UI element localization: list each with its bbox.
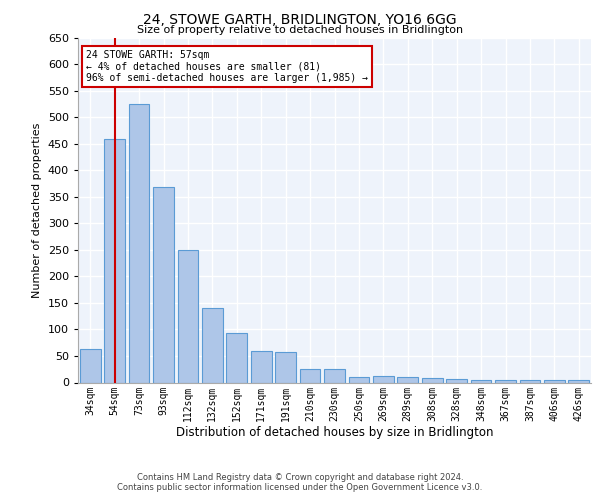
Bar (544, 380, 565, 382)
Bar (495, 380, 516, 382)
Bar (275, 352, 296, 382)
Text: 24 STOWE GARTH: 57sqm
← 4% of detached houses are smaller (81)
96% of semi-detac: 24 STOWE GARTH: 57sqm ← 4% of detached h… (86, 50, 368, 83)
Bar (470, 380, 491, 382)
Text: Contains HM Land Registry data © Crown copyright and database right 2024.
Contai: Contains HM Land Registry data © Crown c… (118, 473, 482, 492)
Bar (226, 333, 247, 382)
X-axis label: Distribution of detached houses by size in Bridlington: Distribution of detached houses by size … (176, 426, 493, 439)
Bar (299, 369, 320, 382)
Bar (80, 349, 101, 382)
Bar (568, 380, 589, 382)
Text: Size of property relative to detached houses in Bridlington: Size of property relative to detached ho… (137, 25, 463, 35)
Bar (397, 376, 418, 382)
Bar (422, 378, 443, 382)
Bar (324, 369, 345, 382)
Bar (349, 377, 370, 382)
Text: 24, STOWE GARTH, BRIDLINGTON, YO16 6GG: 24, STOWE GARTH, BRIDLINGTON, YO16 6GG (143, 12, 457, 26)
Bar (178, 250, 199, 382)
Bar (202, 308, 223, 382)
Bar (446, 379, 467, 382)
Bar (128, 104, 149, 382)
Bar (251, 350, 272, 382)
Bar (153, 187, 174, 382)
Y-axis label: Number of detached properties: Number of detached properties (32, 122, 42, 298)
Bar (373, 376, 394, 382)
Bar (520, 380, 541, 382)
Bar (104, 140, 125, 382)
